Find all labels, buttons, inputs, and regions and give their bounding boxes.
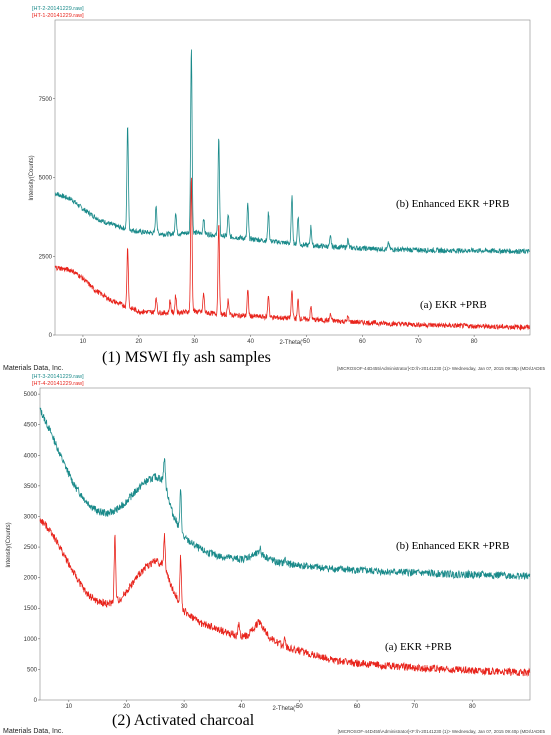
- footer-right: [MICROSOF-44D455\Administrator]<F:\h-201…: [338, 729, 546, 734]
- plot-frame: [39, 387, 531, 701]
- y-tick-label: 500: [27, 667, 38, 673]
- y-tick-label: 3500: [24, 484, 38, 490]
- x-tick-label: 50: [303, 339, 310, 345]
- series-b-line: [54, 49, 530, 255]
- x-tick-label: 40: [247, 339, 254, 345]
- footer-left: Materials Data, Inc.: [3, 365, 63, 372]
- header-label-red: [HT-4-20141229.raw]: [32, 381, 84, 387]
- panel-caption: (2) Activated charcoal: [112, 712, 255, 729]
- y-tick-label: 2500: [24, 545, 38, 551]
- x-tick-label: 80: [469, 704, 476, 710]
- x-tick-label: 50: [296, 704, 303, 710]
- x-tick-label: 80: [471, 339, 478, 345]
- header-label-red: [HT-1-20141229.raw]: [32, 13, 84, 19]
- y-tick-label: 0: [49, 333, 53, 339]
- y-tick-label: 1500: [24, 606, 38, 612]
- series-a-label: (a) EKR +PRB: [420, 299, 487, 311]
- y-tick-label: 1000: [24, 637, 38, 643]
- x-tick-label: 20: [135, 339, 142, 345]
- y-tick-label: 4500: [24, 423, 38, 429]
- x-tick-label: 70: [415, 339, 422, 345]
- x-axis: 10 20 30 40 50 60 70 80: [65, 700, 476, 710]
- panel-mswi-fly-ash: [HT-2-20141229.raw] [HT-1-20141229.raw] …: [3, 6, 545, 372]
- y-axis-title: Intensity(Counts): [6, 522, 12, 567]
- series-b-label: (b) Enhanced EKR +PRB: [396, 540, 509, 552]
- header-label-teal: [HT-3-20141229.raw]: [32, 374, 84, 380]
- series-a-label: (a) EKR +PRB: [385, 641, 452, 653]
- series-a-line: [39, 518, 531, 677]
- x-tick-label: 20: [123, 704, 130, 710]
- footer-right: [MICROSOF-44D455\Administrator]<D:\h-201…: [337, 366, 545, 371]
- y-tick-label: 7500: [39, 97, 53, 103]
- y-tick-label: 2000: [24, 576, 38, 582]
- series-a-line: [54, 177, 531, 331]
- panel-activated-charcoal: [HT-3-20141229.raw] [HT-4-20141229.raw] …: [3, 374, 545, 735]
- x-tick-label: 30: [191, 339, 198, 345]
- y-tick-label: 5000: [24, 392, 38, 398]
- x-tick-label: 40: [238, 704, 245, 710]
- y-axis: 0 2500 5000 7500: [39, 97, 55, 339]
- x-tick-label: 10: [80, 339, 87, 345]
- x-axis-title: 2-Theta(°: [279, 340, 305, 346]
- y-tick-label: 3000: [24, 514, 38, 520]
- series-b-label: (b) Enhanced EKR +PRB: [396, 198, 509, 210]
- x-tick-label: 10: [65, 704, 72, 710]
- series-b-line: [39, 407, 531, 580]
- x-axis: 10 20 30 40 50 60 70 80: [80, 335, 478, 345]
- footer-left: Materials Data, Inc.: [3, 728, 63, 735]
- x-tick-label: 70: [411, 704, 418, 710]
- y-tick-label: 0: [34, 698, 38, 704]
- x-tick-label: 60: [354, 704, 361, 710]
- y-axis-title: Intensity(Counts): [29, 155, 35, 200]
- panel-caption: (1) MSWI fly ash samples: [102, 349, 271, 366]
- header-label-teal: [HT-2-20141229.raw]: [32, 6, 84, 12]
- x-axis-title: 2-Theta(°: [272, 706, 298, 712]
- y-tick-label: 2500: [39, 254, 53, 260]
- x-tick-label: 30: [181, 704, 188, 710]
- y-tick-label: 5000: [39, 176, 53, 182]
- x-tick-label: 60: [359, 339, 366, 345]
- y-tick-label: 4000: [24, 453, 38, 459]
- y-axis: 0 500 1000 1500 2000 2500 3000 3500 4000 4500 5000: [24, 392, 40, 704]
